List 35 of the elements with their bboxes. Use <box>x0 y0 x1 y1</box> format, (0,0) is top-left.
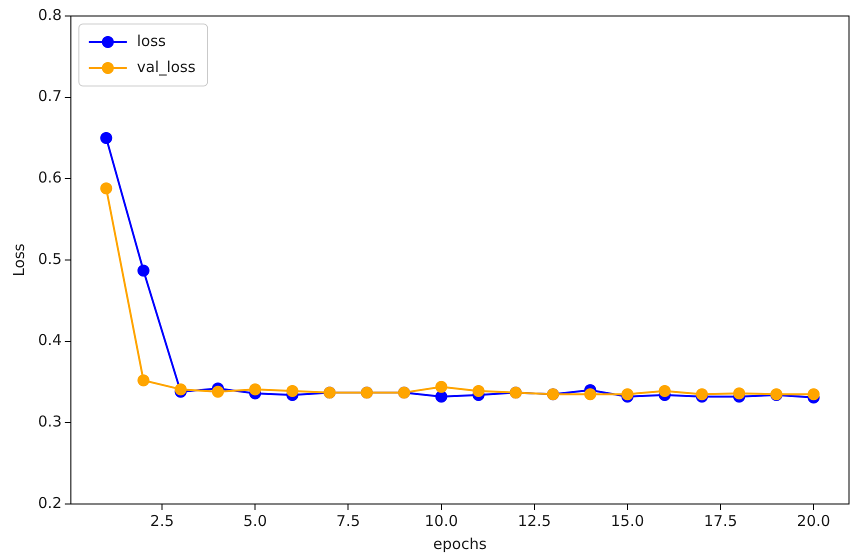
point <box>286 384 298 397</box>
point <box>808 388 820 400</box>
point <box>100 132 112 144</box>
x-tick-label: 17.5 <box>704 512 738 530</box>
point <box>435 380 448 393</box>
point <box>621 388 634 400</box>
x-axis-title: epochs <box>433 534 487 553</box>
y-axis-title: Loss <box>10 243 28 276</box>
point <box>100 182 112 194</box>
x-tick-label: 20.0 <box>796 512 830 530</box>
y-tick-label: 0.7 <box>38 87 62 106</box>
point <box>472 384 485 397</box>
y-tick-label: 0.6 <box>38 168 62 187</box>
point <box>696 388 708 400</box>
x-tick-label: 7.5 <box>336 512 360 530</box>
x-tick-label: 10.0 <box>424 512 458 530</box>
point <box>249 383 262 396</box>
point <box>212 386 224 398</box>
point <box>137 374 150 386</box>
point <box>584 388 596 400</box>
y-tick-label: 0.5 <box>38 250 62 268</box>
y-tick-label: 0.3 <box>38 412 62 431</box>
point <box>174 383 187 396</box>
legend-label: loss <box>136 32 166 50</box>
point <box>658 384 671 397</box>
y-tick-label: 0.2 <box>38 494 62 512</box>
x-tick-label: 15.0 <box>610 512 644 530</box>
x-tick-label: 2.5 <box>150 512 174 530</box>
y-tick-label: 0.8 <box>38 6 62 24</box>
x-tick-label: 5.0 <box>243 512 268 530</box>
legend-label: val_loss <box>136 58 196 76</box>
point <box>137 264 150 277</box>
y-tick-label: 0.4 <box>38 331 62 350</box>
point <box>733 387 746 400</box>
x-tick-label: 12.5 <box>518 512 552 530</box>
